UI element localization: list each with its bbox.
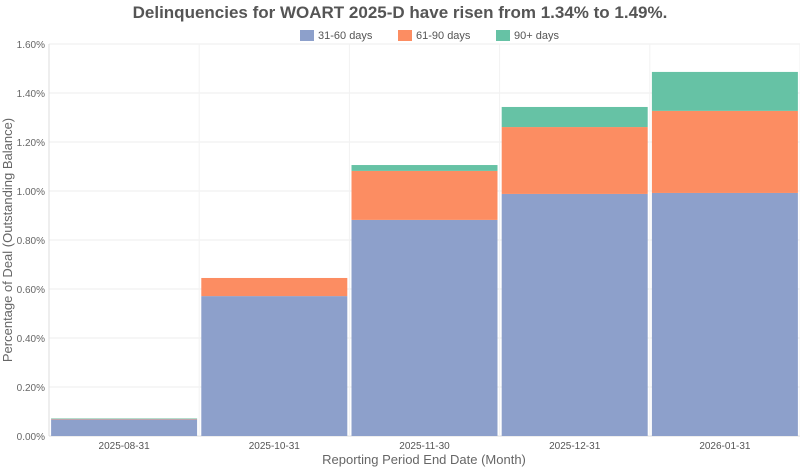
legend: 31-60 days 61-90 days 90+ days: [300, 30, 559, 42]
bar-segment: [501, 106, 648, 128]
bar-segment: [501, 127, 648, 194]
y-tick-label: 0.20%: [17, 383, 45, 394]
y-tick-label: 0.60%: [17, 285, 45, 296]
bar-segment: [501, 193, 648, 436]
legend-label: 90+ days: [514, 30, 559, 42]
y-tick-label: 1.60%: [17, 40, 45, 51]
bar-segment: [651, 71, 798, 111]
legend-swatch: [300, 30, 314, 41]
bar-segment: [351, 170, 498, 220]
legend-label: 61-90 days: [416, 30, 471, 42]
x-tick-label: 2025-12-31: [549, 441, 601, 452]
x-axis-label: Reporting Period End Date (Month): [322, 452, 526, 467]
y-axis-label: Percentage of Deal (Outstanding Balance): [0, 118, 15, 362]
bar-segment: [201, 296, 348, 436]
bar-segment: [201, 277, 348, 297]
bar-segment: [351, 219, 498, 436]
y-tick-label: 1.20%: [17, 138, 45, 149]
y-tick-label: 0.00%: [17, 432, 45, 443]
bar-segment: [651, 192, 798, 436]
y-tick-label: 1.00%: [17, 187, 45, 198]
bar-segment: [51, 419, 198, 436]
legend-swatch: [496, 30, 510, 41]
legend-label: 31-60 days: [318, 30, 373, 42]
bar-segment: [651, 110, 798, 193]
chart-title: Delinquencies for WOART 2025-D have rise…: [133, 3, 668, 22]
bar-segment: [351, 165, 498, 171]
x-tick-label: 2026-01-31: [699, 441, 751, 452]
y-tick-label: 0.80%: [17, 236, 45, 247]
x-tick-label: 2025-10-31: [249, 441, 301, 452]
y-tick-label: 0.40%: [17, 334, 45, 345]
x-tick-label: 2025-11-30: [399, 441, 450, 452]
y-tick-label: 1.40%: [17, 89, 45, 100]
legend-swatch: [398, 30, 412, 41]
x-tick-label: 2025-08-31: [99, 441, 151, 452]
